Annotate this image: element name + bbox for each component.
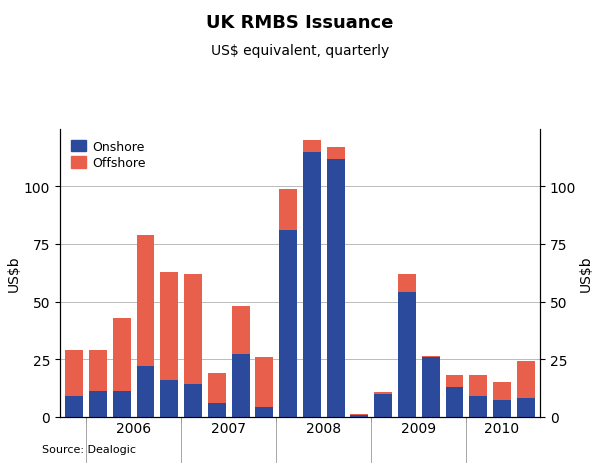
Y-axis label: US$b: US$b <box>7 255 21 291</box>
Bar <box>469 396 487 417</box>
Bar <box>232 307 250 355</box>
Bar <box>279 231 297 417</box>
Bar <box>256 407 273 417</box>
Bar <box>493 382 511 400</box>
Bar <box>517 362 535 398</box>
Bar <box>446 387 463 417</box>
Bar <box>113 318 131 391</box>
Bar <box>374 394 392 417</box>
Bar <box>137 235 154 366</box>
Bar <box>279 189 297 231</box>
Bar <box>446 375 463 387</box>
Bar <box>398 293 416 417</box>
Legend: Onshore, Offshore: Onshore, Offshore <box>66 136 151 175</box>
Bar <box>303 141 321 153</box>
Bar <box>374 393 392 394</box>
Text: Source: Dealogic: Source: Dealogic <box>42 444 136 454</box>
Bar <box>65 396 83 417</box>
Text: US$ equivalent, quarterly: US$ equivalent, quarterly <box>211 44 389 58</box>
Bar <box>398 274 416 293</box>
Bar <box>350 414 368 416</box>
Bar <box>65 350 83 396</box>
Bar <box>113 391 131 417</box>
Bar <box>350 416 368 417</box>
Bar <box>160 272 178 380</box>
Bar <box>208 373 226 403</box>
Bar <box>256 357 273 407</box>
Y-axis label: US$b: US$b <box>579 255 593 291</box>
Bar <box>327 148 344 159</box>
Bar <box>184 274 202 385</box>
Bar <box>208 403 226 417</box>
Bar <box>493 400 511 417</box>
Bar <box>89 391 107 417</box>
Bar <box>232 355 250 417</box>
Bar <box>327 159 344 417</box>
Bar <box>89 350 107 391</box>
Text: UK RMBS Issuance: UK RMBS Issuance <box>206 14 394 32</box>
Bar <box>422 357 440 417</box>
Bar <box>517 398 535 417</box>
Bar <box>469 375 487 396</box>
Bar <box>303 153 321 417</box>
Bar <box>184 385 202 417</box>
Bar <box>160 380 178 417</box>
Bar <box>137 366 154 417</box>
Bar <box>422 356 440 357</box>
